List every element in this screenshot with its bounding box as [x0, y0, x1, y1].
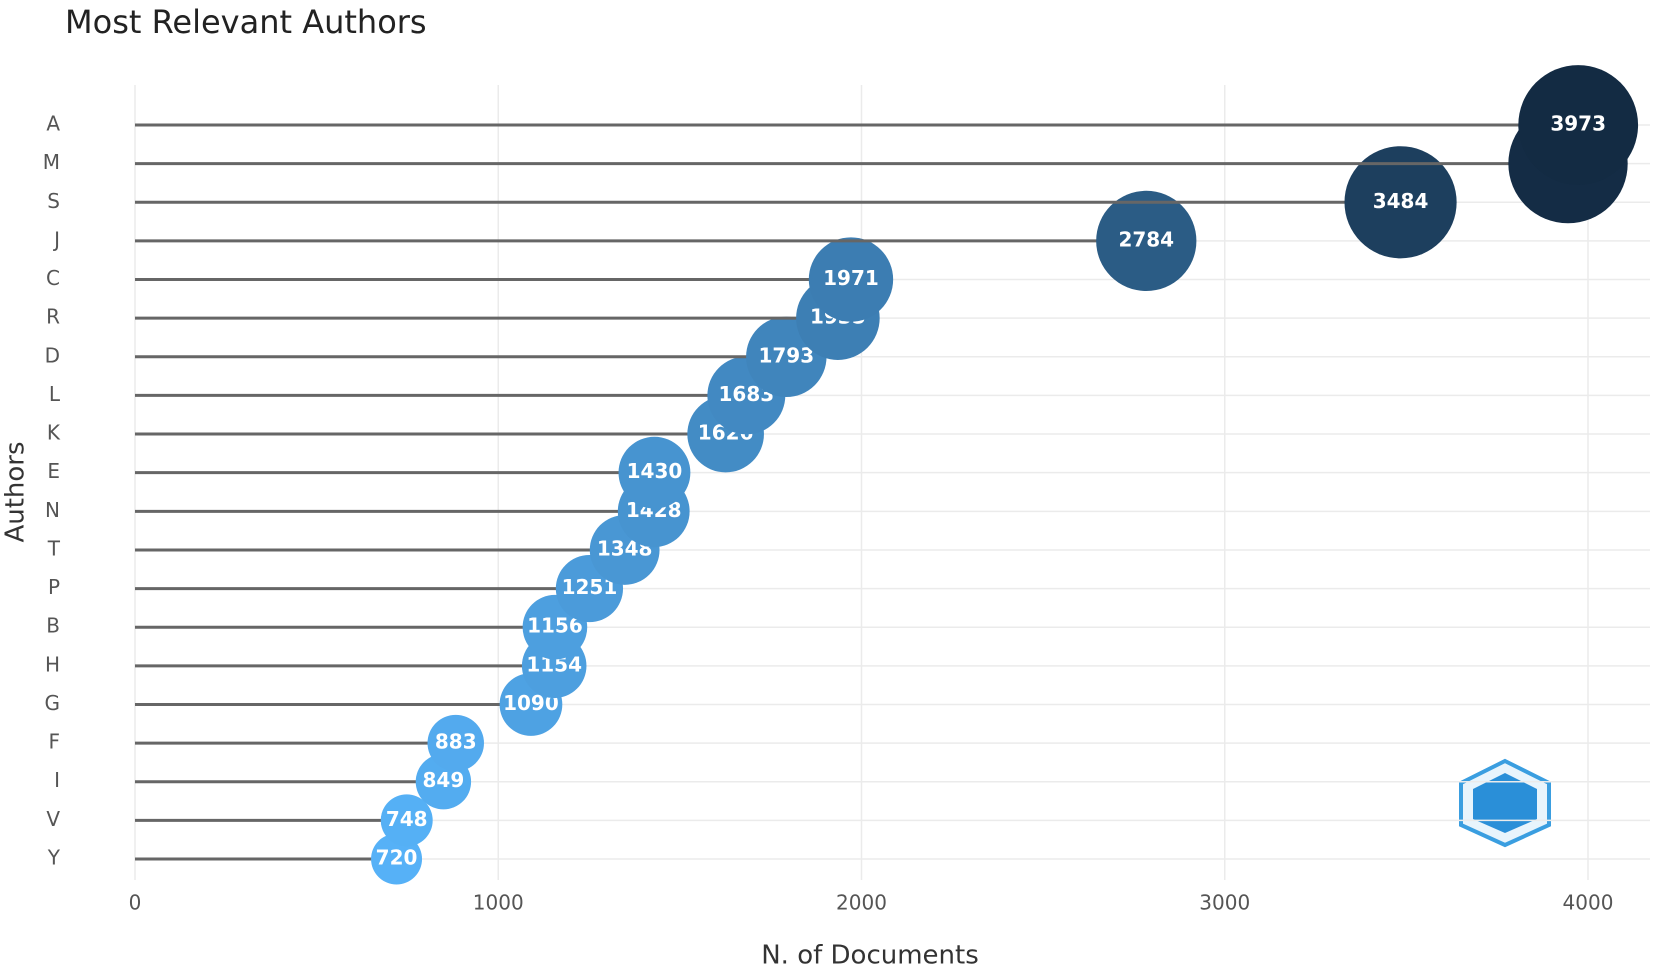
bubble: [427, 714, 484, 772]
bubble: [371, 833, 423, 885]
y-tick-label: R: [46, 305, 60, 329]
y-tick-label: F: [48, 730, 60, 754]
x-tick-label: 1000: [473, 891, 524, 915]
y-tick-label: Y: [47, 846, 61, 870]
y-tick-label: D: [45, 343, 60, 367]
y-tick-label: K: [47, 421, 61, 445]
y-tick-label: M: [43, 150, 60, 174]
value-label: 3973: [1550, 112, 1606, 136]
chart-title: Most Relevant Authors: [65, 3, 427, 41]
y-tick-label: C: [46, 266, 60, 290]
y-tick-label: G: [45, 691, 61, 715]
y-tick-label: I: [54, 768, 60, 792]
y-tick-label: B: [46, 614, 60, 638]
y-tick-label: H: [45, 652, 60, 676]
y-tick-label: V: [46, 807, 60, 831]
value-label: 3484: [1373, 189, 1429, 213]
y-axis-title: Authors: [1, 441, 31, 542]
x-tick-label: 2000: [836, 891, 887, 915]
logo: [1459, 758, 1551, 848]
x-tick-label: 3000: [1199, 891, 1250, 915]
value-label: 1971: [823, 266, 879, 290]
y-tick-label: J: [52, 227, 60, 251]
y-tick-label: P: [48, 575, 60, 599]
value-label: 720: [376, 846, 418, 870]
value-label: 883: [435, 730, 477, 754]
y-tick-label: T: [47, 536, 61, 560]
value-label: 748: [386, 807, 428, 831]
x-tick-label: 0: [129, 891, 142, 915]
bubble: [618, 436, 691, 509]
value-label: 1430: [627, 459, 683, 483]
bubble: [1518, 65, 1639, 185]
value-label: 849: [423, 768, 465, 792]
y-tick-label: N: [45, 498, 60, 522]
y-tick-label: A: [46, 112, 60, 136]
bubble: [380, 794, 433, 847]
y-tick-label: S: [47, 189, 60, 213]
y-tick-label: E: [47, 459, 60, 483]
x-tick-label: 4000: [1563, 891, 1614, 915]
value-label: 1793: [758, 343, 814, 367]
x-axis-title: N. of Documents: [761, 941, 979, 970]
bubble: [1096, 190, 1197, 292]
y-tick-label: L: [49, 382, 61, 406]
value-label: 2784: [1118, 227, 1174, 251]
bubble: [1344, 146, 1457, 259]
bubble: [808, 237, 894, 322]
